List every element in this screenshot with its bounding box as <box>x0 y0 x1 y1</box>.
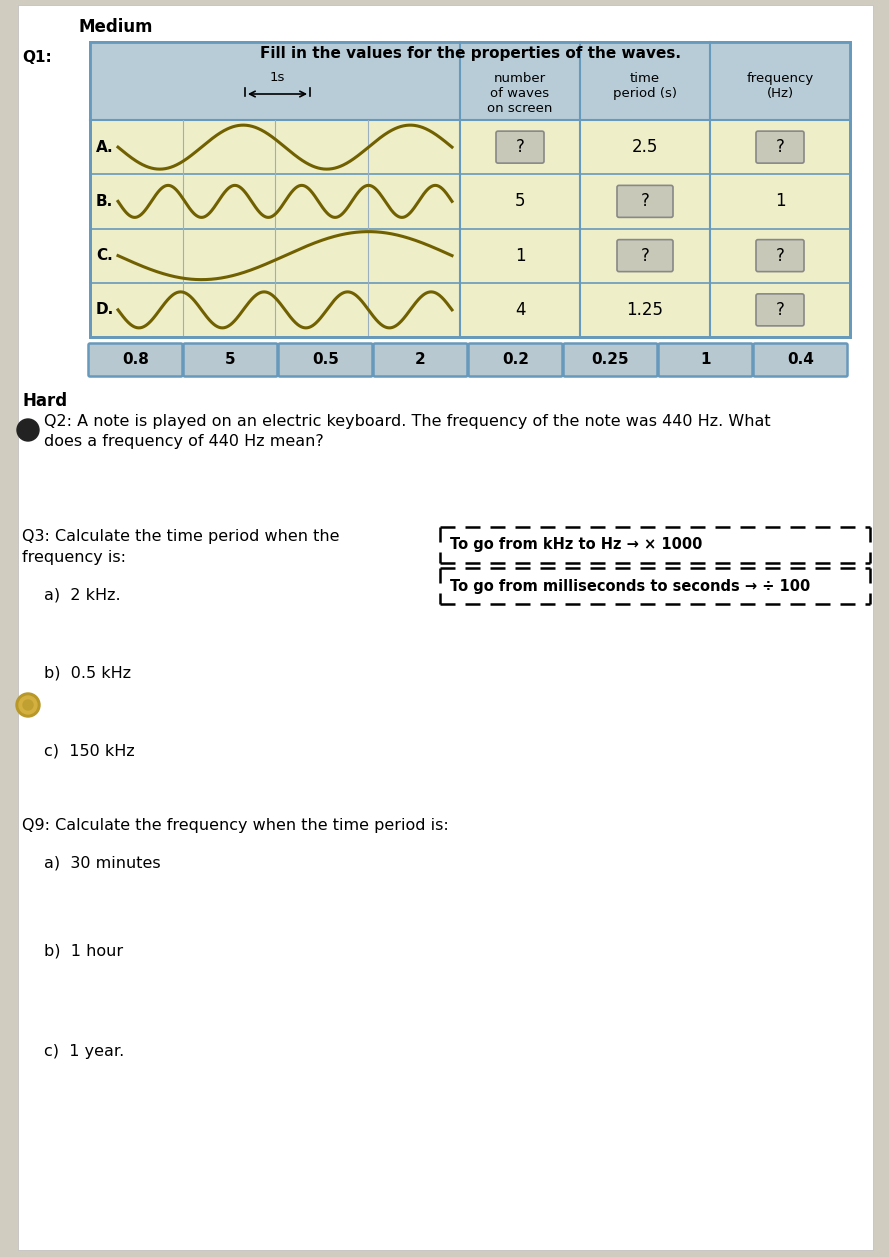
FancyBboxPatch shape <box>18 5 873 1249</box>
Text: Fill in the values for the properties of the waves.: Fill in the values for the properties of… <box>260 47 680 62</box>
FancyBboxPatch shape <box>756 240 804 272</box>
FancyBboxPatch shape <box>373 343 468 377</box>
Text: 0.5: 0.5 <box>312 352 339 367</box>
Text: ?: ? <box>775 138 784 156</box>
FancyBboxPatch shape <box>469 343 563 377</box>
Text: ?: ? <box>775 300 784 319</box>
Text: 1.25: 1.25 <box>627 300 663 319</box>
Text: Q1:: Q1: <box>22 50 52 65</box>
Text: 0.8: 0.8 <box>122 352 149 367</box>
Text: 0.4: 0.4 <box>787 352 814 367</box>
Text: Q2: A note is played on an electric keyboard. The frequency of the note was 440 : Q2: A note is played on an electric keyb… <box>44 414 771 449</box>
Text: c)  150 kHz: c) 150 kHz <box>44 743 135 758</box>
FancyBboxPatch shape <box>617 240 673 272</box>
Text: Hard: Hard <box>22 392 68 410</box>
FancyBboxPatch shape <box>564 343 658 377</box>
FancyBboxPatch shape <box>659 343 752 377</box>
FancyBboxPatch shape <box>89 343 182 377</box>
Text: 4: 4 <box>515 300 525 319</box>
Text: D.: D. <box>96 303 115 317</box>
Text: 0.2: 0.2 <box>502 352 529 367</box>
Bar <box>90 41 850 119</box>
Text: 5: 5 <box>225 352 236 367</box>
Circle shape <box>19 696 37 714</box>
Text: 2: 2 <box>415 352 426 367</box>
FancyBboxPatch shape <box>496 131 544 163</box>
Circle shape <box>23 700 33 710</box>
Text: a)  30 minutes: a) 30 minutes <box>44 856 161 871</box>
FancyBboxPatch shape <box>183 343 277 377</box>
Text: B.: B. <box>96 194 113 209</box>
Text: ?: ? <box>516 138 525 156</box>
Text: Medium: Medium <box>78 18 153 36</box>
Text: 1: 1 <box>774 192 785 210</box>
Text: ?: ? <box>641 246 650 265</box>
FancyBboxPatch shape <box>278 343 372 377</box>
Text: ?: ? <box>641 192 650 210</box>
Bar <box>90 41 850 337</box>
Text: 5: 5 <box>515 192 525 210</box>
FancyBboxPatch shape <box>754 343 847 377</box>
Text: C.: C. <box>96 248 113 263</box>
Text: To go from kHz to Hz → × 1000: To go from kHz to Hz → × 1000 <box>450 538 702 553</box>
Text: 1s: 1s <box>270 70 285 84</box>
Text: frequency
(Hz): frequency (Hz) <box>747 72 813 101</box>
Text: 0.25: 0.25 <box>592 352 629 367</box>
Text: A.: A. <box>96 140 114 155</box>
FancyBboxPatch shape <box>617 185 673 217</box>
Text: a)  2 kHz.: a) 2 kHz. <box>44 587 121 602</box>
Text: To go from milliseconds to seconds → ÷ 100: To go from milliseconds to seconds → ÷ 1… <box>450 578 810 593</box>
Text: c)  1 year.: c) 1 year. <box>44 1045 124 1058</box>
Text: ?: ? <box>775 246 784 265</box>
Text: 1: 1 <box>515 246 525 265</box>
Text: Q9: Calculate the frequency when the time period is:: Q9: Calculate the frequency when the tim… <box>22 818 449 833</box>
Text: 1: 1 <box>701 352 710 367</box>
Text: time
period (s): time period (s) <box>613 72 677 101</box>
Text: Q3: Calculate the time period when the
frequency is:: Q3: Calculate the time period when the f… <box>22 529 340 564</box>
Text: number
of waves
on screen: number of waves on screen <box>487 72 553 114</box>
Bar <box>90 41 850 337</box>
FancyBboxPatch shape <box>756 131 804 163</box>
Text: b)  1 hour: b) 1 hour <box>44 944 123 959</box>
Circle shape <box>17 419 39 441</box>
FancyBboxPatch shape <box>756 294 804 326</box>
Circle shape <box>16 693 40 716</box>
Text: 2.5: 2.5 <box>632 138 658 156</box>
Text: b)  0.5 kHz: b) 0.5 kHz <box>44 665 131 680</box>
